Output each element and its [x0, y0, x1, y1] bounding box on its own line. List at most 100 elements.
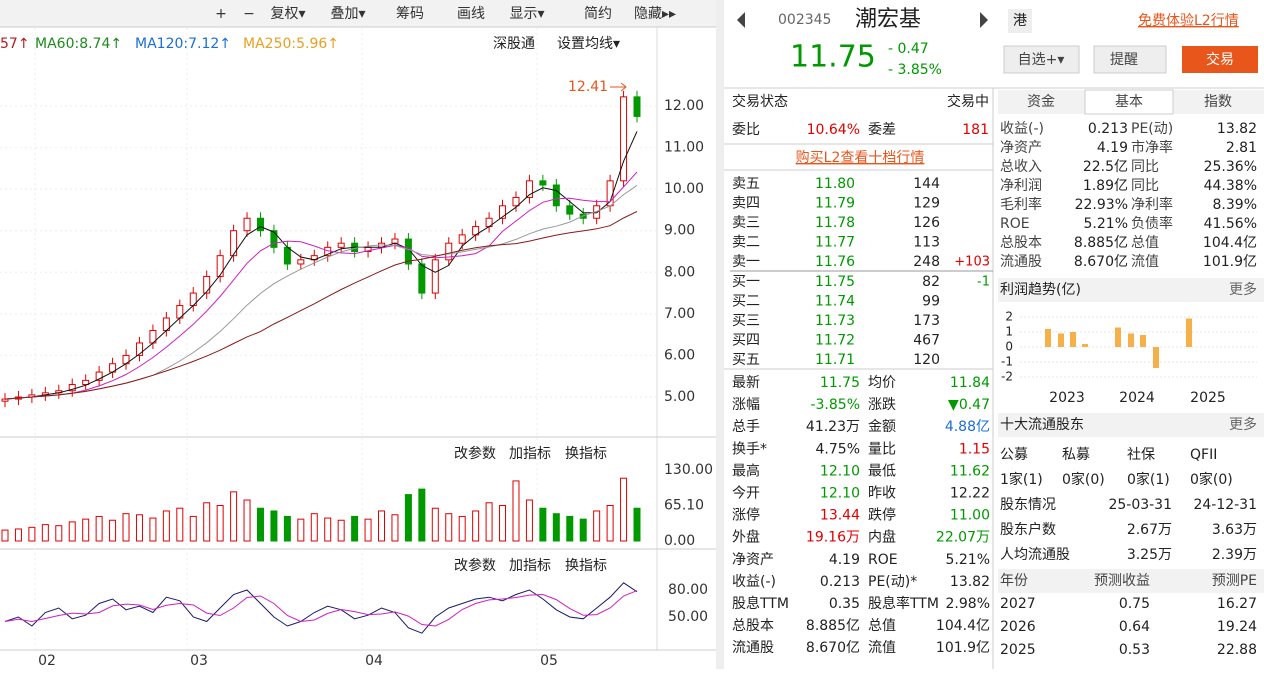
fin-label: 毛利率 [1000, 196, 1042, 213]
level-change: -1 [977, 275, 990, 290]
l2-link[interactable]: 购买L2查看十档行情 [796, 150, 925, 166]
panel-button[interactable]: 换指标 [565, 557, 607, 574]
candle [620, 96, 628, 182]
volume-bar [606, 505, 614, 542]
watchlist-button[interactable]: 自选+▾ [1018, 52, 1065, 68]
section-bg [998, 413, 1264, 437]
trade-button[interactable]: 交易 [1206, 51, 1234, 68]
holder-kind: QFII [1190, 447, 1217, 463]
ma-legend: 57↑ [0, 36, 30, 52]
level: 卖四 [732, 196, 760, 212]
toolbar-button[interactable]: 显示▾ [509, 6, 544, 22]
label: 交易状态 [732, 93, 788, 110]
more-link[interactable]: 更多 [1229, 281, 1257, 298]
volume-bar [189, 515, 197, 542]
fin-value: 8.670亿 [1074, 254, 1128, 270]
level-price: 11.78 [815, 215, 855, 231]
fin-value: 8.39% [1213, 197, 1257, 213]
candle [404, 238, 412, 265]
panel-button[interactable]: 改参数 [454, 445, 496, 462]
btn[interactable] [1093, 45, 1167, 74]
panel-button[interactable]: 改参数 [454, 557, 496, 574]
stat-label: 涨幅 [732, 397, 760, 413]
volume-bar [593, 510, 601, 542]
forecast-pe: 19.24 [1217, 619, 1257, 635]
y-tick-label: 7.00 [664, 306, 695, 322]
panel-button[interactable]: 换指标 [565, 445, 607, 462]
holder-count: 0家(0) [1062, 471, 1105, 488]
fin-label: 流值 [1131, 254, 1159, 270]
btn-trade[interactable] [1182, 46, 1258, 73]
stat-value: 13.82 [950, 574, 990, 590]
panel-button[interactable]: 加指标 [509, 558, 551, 574]
stat-value: -3.85% [810, 397, 860, 413]
stat-value: ▼0.47 [948, 397, 990, 413]
stat-value: 11.00 [950, 508, 990, 524]
toolbar-button[interactable]: 叠加▾ [330, 6, 365, 22]
alert-button[interactable]: 提醒 [1110, 52, 1138, 68]
holder-label: 股东情况 [1000, 497, 1056, 513]
stat-value: 12.22 [950, 486, 990, 502]
fin-label: 总股本 [1000, 235, 1042, 251]
btn[interactable] [1003, 45, 1080, 74]
fin-value: 22.5亿 [1083, 159, 1128, 175]
l2-link[interactable]: 免费体验L2行情 [1138, 13, 1239, 29]
splitter[interactable] [716, 0, 724, 669]
volume-bar [472, 510, 480, 542]
x-tick-label: 2024 [1119, 390, 1155, 406]
ma-legend: MA60:8.74↑ [35, 36, 122, 52]
volume-bar [310, 513, 318, 542]
price: 11.75 [790, 40, 876, 75]
next[interactable] [980, 12, 988, 28]
tab-active [1084, 89, 1174, 115]
holder-value: 25-03-31 [1108, 497, 1172, 513]
tab[interactable]: 指数 [1204, 94, 1232, 110]
forecast-pe: 22.88 [1217, 642, 1257, 658]
toolbar-button[interactable]: + [215, 6, 227, 22]
stat-label: 昨收 [868, 486, 896, 502]
volume-bar [445, 513, 453, 542]
tab[interactable]: 资金 [1027, 94, 1055, 110]
toolbar-button[interactable]: 隐藏▸▸ [634, 6, 676, 22]
prev[interactable] [737, 12, 745, 28]
ma-legend: MA250:5.96↑ [243, 36, 339, 52]
stat-value: 19.16万 [806, 530, 860, 546]
stat-label: 最高 [732, 462, 760, 479]
tab[interactable]: 基本 [1115, 93, 1143, 110]
y-tick-label: 6.00 [664, 347, 695, 363]
stat-label: 总手 [732, 419, 760, 435]
panel-button[interactable]: 加指标 [509, 446, 551, 462]
volume-bar [135, 514, 143, 542]
profit-bar [1058, 333, 1064, 347]
fin-label: 净资产 [1000, 140, 1042, 156]
stat-value: 11.75 [820, 375, 860, 391]
stat-value: 8.670亿 [806, 640, 860, 656]
more-link[interactable]: 更多 [1229, 416, 1257, 433]
link[interactable]: 深股通 [493, 36, 535, 52]
fin-value: 22.93% [1075, 197, 1128, 213]
col-header: 年份 [1000, 573, 1028, 589]
volume-bar [109, 519, 117, 542]
y-tick-label: 9.00 [664, 223, 695, 239]
toolbar-button[interactable]: 复权▾ [270, 5, 305, 22]
candle [68, 384, 76, 392]
toolbar-button[interactable]: 简约 [584, 5, 612, 22]
candle [337, 242, 345, 248]
volume-bar [122, 513, 130, 542]
y-tick-label: 11.00 [664, 140, 704, 156]
level-price: 11.74 [815, 294, 855, 310]
label: 委差 [868, 122, 896, 138]
toolbar-button[interactable]: 筹码 [396, 5, 424, 22]
volume-bar [324, 517, 332, 542]
x-tick-label: 2025 [1190, 390, 1226, 406]
link[interactable]: 设置均线▾ [557, 36, 620, 52]
y-tick-label: 80.00 [668, 582, 708, 598]
toolbar-button[interactable]: 画线 [457, 6, 485, 22]
toolbar-button[interactable]: − [243, 6, 255, 22]
level-volume: 144 [913, 176, 940, 192]
level-volume: 99 [922, 294, 940, 310]
candle [82, 379, 90, 386]
high-label: 12.41 [568, 79, 608, 95]
